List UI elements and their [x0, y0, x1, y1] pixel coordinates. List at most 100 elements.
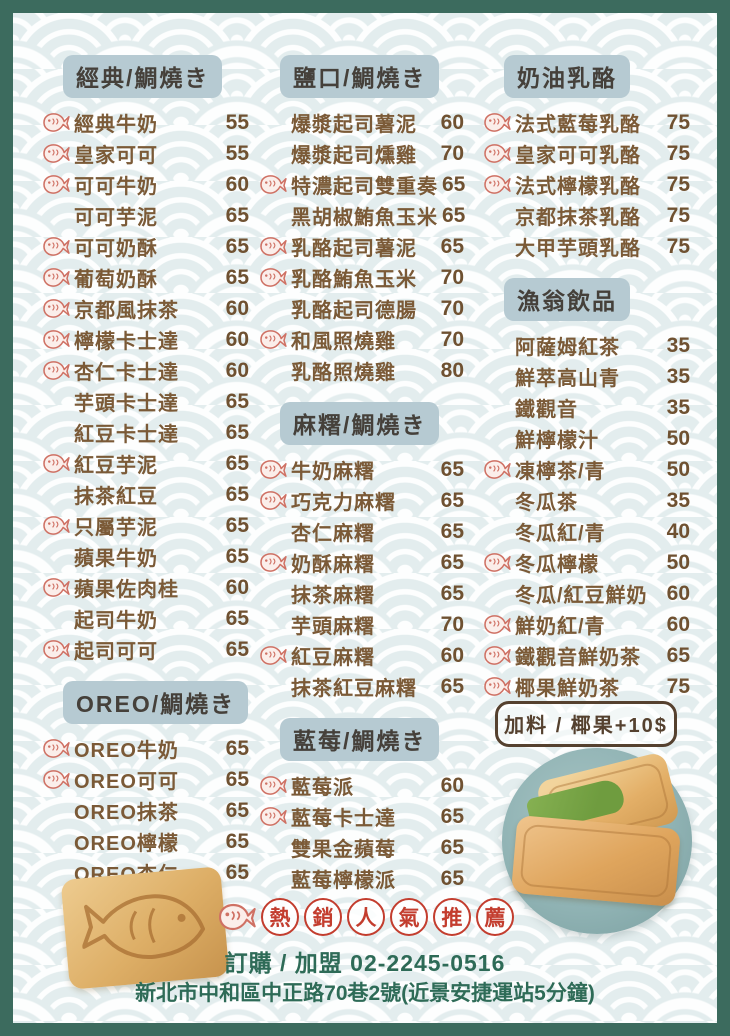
- menu-item-name: 鐵觀音鮮奶茶: [515, 647, 641, 669]
- menu-item-name: 阿薩姆紅茶: [515, 337, 620, 359]
- menu-item-row: 可可芋泥 65: [41, 200, 249, 231]
- hot-item-taiyaki-icon: [482, 458, 515, 481]
- hot-item-taiyaki-icon: [41, 576, 74, 599]
- hot-item-taiyaki-icon: [258, 774, 291, 797]
- menu-item-price: 70: [440, 141, 464, 165]
- hot-item-taiyaki-icon: [258, 328, 291, 351]
- menu-item-name: 京都風抹茶: [74, 300, 179, 322]
- hot-item-taiyaki-icon: [41, 297, 74, 320]
- menu-item-name: 黑胡椒鮪魚玉米: [291, 207, 438, 229]
- menu-item-name: 杏仁卡士達: [74, 362, 179, 384]
- menu-item-price: 60: [225, 575, 249, 599]
- menu-item-row: 紅豆麻糬 60: [258, 640, 464, 671]
- menu-item-price: 70: [440, 612, 464, 636]
- menu-item-price: 65: [225, 234, 249, 258]
- menu-item-price: 70: [440, 327, 464, 351]
- menu-item-price: 35: [666, 488, 690, 512]
- hot-item-taiyaki-icon: [258, 235, 291, 258]
- menu-item-name: 爆漿起司燻雞: [291, 145, 417, 167]
- menu-item-row: 紅豆芋泥 65: [41, 448, 249, 479]
- menu-item-name: 紅豆芋泥: [74, 455, 158, 477]
- hot-item-taiyaki-icon: [216, 901, 256, 933]
- section-header: 漁翁飲品: [504, 278, 630, 321]
- menu-item-row: OREO牛奶 65: [41, 733, 249, 764]
- menu-item-name: 冬瓜/紅豆鮮奶: [515, 585, 648, 607]
- menu-item-row: 乳酪起司德腸 70: [258, 293, 464, 324]
- menu-item-name: 爆漿起司薯泥: [291, 114, 417, 136]
- menu-item-name: 抹茶紅豆: [74, 486, 158, 508]
- menu-item-name: 椰果鮮奶茶: [515, 678, 620, 700]
- menu-item-row: OREO抹茶 65: [41, 795, 249, 826]
- menu-item-name: 和風照燒雞: [291, 331, 396, 353]
- menu-item-price: 65: [666, 643, 690, 667]
- menu-item-price: 50: [666, 457, 690, 481]
- menu-item-price: 65: [440, 804, 464, 828]
- menu-item-name: 紅豆麻糬: [291, 647, 375, 669]
- menu-item-row: 蘋果牛奶 65: [41, 541, 249, 572]
- hot-item-taiyaki-icon: [41, 173, 74, 196]
- menu-item-row: 芋頭麻糬 70: [258, 609, 464, 640]
- menu-item-name: 可可芋泥: [74, 207, 158, 229]
- menu-item-row: 爆漿起司燻雞 70: [258, 138, 464, 169]
- menu-item-row: 藍莓檸檬派 65: [258, 863, 464, 894]
- menu-item-row: 抹茶紅豆 65: [41, 479, 249, 510]
- section-header: 奶油乳酪: [504, 55, 630, 98]
- menu-section: 麻糬/鯛燒き 牛奶麻糬 65 巧克力麻糬 65 杏仁麻糬 65 奶酥麻糬 65 抹茶麻糬 65 芋頭麻…: [258, 402, 464, 702]
- menu-item-price: 75: [666, 234, 690, 258]
- menu-item-name: 起司牛奶: [74, 610, 158, 632]
- hot-item-taiyaki-icon: [258, 266, 291, 289]
- menu-item-name: 芋頭卡士達: [74, 393, 179, 415]
- menu-item-name: 特濃起司雙重奏: [291, 176, 438, 198]
- hot-item-taiyaki-icon: [482, 111, 515, 134]
- menu-item-row: OREO可可 65: [41, 764, 249, 795]
- menu-item-row: 紅豆卡士達 65: [41, 417, 249, 448]
- menu-item-name: OREO檸檬: [74, 833, 179, 855]
- menu-item-name: 京都抹茶乳酪: [515, 207, 641, 229]
- menu-item-price: 65: [225, 736, 249, 760]
- hot-item-taiyaki-icon: [41, 111, 74, 134]
- menu-item-row: 冬瓜檸檬 50: [482, 547, 690, 578]
- hot-item-taiyaki-icon: [41, 638, 74, 661]
- menu-item-price: 60: [225, 296, 249, 320]
- menu-item-name: 冬瓜紅/青: [515, 523, 606, 545]
- address-line: 新北市中和區中正路70巷2號(近景安捷運站5分鐘): [135, 982, 595, 1005]
- menu-item-price: 65: [440, 674, 464, 698]
- menu-item-price: 65: [440, 581, 464, 605]
- menu-item-price: 55: [225, 141, 249, 165]
- menu-item-name: 法式檸檬乳酪: [515, 176, 641, 198]
- menu-item-row: 鐵觀音鮮奶茶 65: [482, 640, 690, 671]
- menu-item-row: 抹茶紅豆麻糬 65: [258, 671, 464, 702]
- menu-section: 漁翁飲品 阿薩姆紅茶 35 鮮萃高山青 35 鐵觀音 35 鮮檸檬汁 50 凍檸茶/青 50 冬瓜茶 3…: [482, 278, 690, 702]
- menu-item-row: 杏仁麻糬 65: [258, 516, 464, 547]
- hot-item-taiyaki-icon: [258, 489, 291, 512]
- menu-item-price: 65: [225, 606, 249, 630]
- hot-item-taiyaki-icon: [482, 173, 515, 196]
- menu-item-row: 起司牛奶 65: [41, 603, 249, 634]
- menu-item-name: 葡萄奶酥: [74, 269, 158, 291]
- menu-item-price: 60: [225, 172, 249, 196]
- stamp-circle: 人: [347, 898, 385, 936]
- hot-sale-legend: 熱銷人氣推薦: [13, 897, 717, 937]
- order-phone-line: 訂購 / 加盟 02-2245-0516: [224, 950, 506, 976]
- stamp-circle: 推: [433, 898, 471, 936]
- menu-item-row: 法式檸檬乳酪 75: [482, 169, 690, 200]
- menu-item-row: 芋頭卡士達 65: [41, 386, 249, 417]
- hot-item-taiyaki-icon: [41, 452, 74, 475]
- menu-item-price: 60: [440, 773, 464, 797]
- menu-item-name: 巧克力麻糬: [291, 492, 396, 514]
- stamp-circle: 薦: [476, 898, 514, 936]
- hot-item-taiyaki-icon: [41, 514, 74, 537]
- section-header: 經典/鯛燒き: [63, 55, 223, 98]
- menu-item-name: 抹茶麻糬: [291, 585, 375, 607]
- hot-item-taiyaki-icon: [482, 142, 515, 165]
- hot-item-taiyaki-icon: [258, 644, 291, 667]
- menu-item-price: 65: [440, 519, 464, 543]
- menu-item-price: 60: [666, 581, 690, 605]
- menu-item-price: 65: [225, 829, 249, 853]
- menu-item-row: 雙果金蘋莓 65: [258, 832, 464, 863]
- menu-item-name: 紅豆卡士達: [74, 424, 179, 446]
- menu-item-row: 和風照燒雞 70: [258, 324, 464, 355]
- hot-item-taiyaki-icon: [482, 613, 515, 636]
- menu-item-row: 京都抹茶乳酪 75: [482, 200, 690, 231]
